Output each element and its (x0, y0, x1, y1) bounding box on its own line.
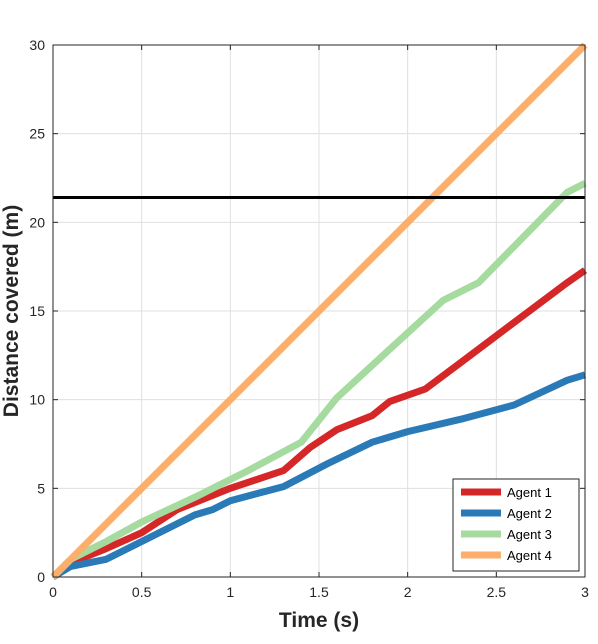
x-tick-label: 1 (226, 584, 234, 600)
y-tick-label: 20 (29, 214, 45, 230)
x-tick-label: 3 (581, 584, 589, 600)
y-tick-label: 15 (29, 303, 45, 319)
y-tick-label: 30 (29, 37, 45, 53)
y-axis-title: Distance covered (m) (0, 205, 23, 417)
x-tick-label: 2.5 (487, 584, 507, 600)
series-line-agent-2 (51, 371, 587, 581)
legend-label-agent-1: Agent 1 (507, 485, 552, 500)
x-axis-title: Time (s) (279, 609, 359, 632)
series-line-agent-3 (50, 180, 587, 580)
y-tick-label: 25 (29, 126, 45, 142)
series-line-agent-1 (50, 267, 588, 580)
x-tick-label: 0.5 (132, 584, 152, 600)
series-lines (50, 42, 588, 581)
x-tick-label: 0 (49, 584, 57, 600)
y-tick-label: 10 (29, 392, 45, 408)
legend: Agent 1 Agent 2 Agent 3 Agent 4 (452, 478, 580, 572)
legend-label-agent-2: Agent 2 (507, 506, 552, 521)
x-tick-label: 1.5 (309, 584, 329, 600)
series-line-agent-4 (50, 42, 588, 580)
y-tick-label: 5 (37, 480, 45, 496)
y-tick-label: 0 (37, 569, 45, 585)
legend-label-agent-3: Agent 3 (507, 527, 552, 542)
legend-label-agent-4: Agent 4 (507, 548, 552, 563)
x-tick-label: 2 (404, 584, 412, 600)
